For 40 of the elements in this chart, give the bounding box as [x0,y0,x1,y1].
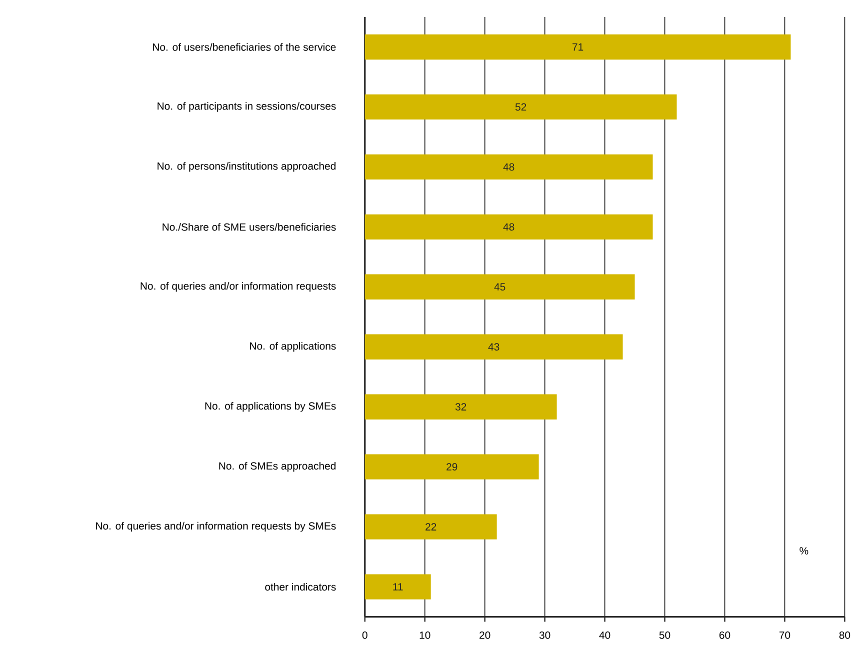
bar [364,514,497,540]
y-tick-label: other indicators [265,583,336,591]
x-tick-label: 0 [362,632,368,639]
data-label: 71 [572,44,584,51]
x-tick-label: 30 [539,632,550,639]
bar [364,454,539,480]
x-tick-label: 80 [839,632,850,639]
x-tick-label: 10 [420,632,430,639]
y-tick-label: No. of persons/institutions approached [158,162,336,172]
data-label: 32 [455,403,466,411]
data-label: 22 [426,523,436,531]
bar [364,334,623,360]
data-label: 52 [515,103,526,111]
x-tick-label: 40 [599,632,610,639]
bar [364,154,653,180]
data-label: 48 [503,163,514,171]
y-tick-label: No. of SMEs approached [219,462,336,472]
y-tick-label: No. of applications by SMEs [205,402,336,412]
bar [364,574,431,600]
bar [364,94,677,120]
bar [364,274,635,300]
x-tick-label: 50 [659,632,670,639]
y-tick-label: No. of users/beneficiaries of the service [153,43,336,51]
y-tick-label: No. of queries and/or information requests by SMEs [96,522,336,532]
data-label: 43 [488,343,500,351]
x-axis-title: % [800,547,808,555]
bar [364,34,791,60]
data-label: 11 [393,583,403,591]
y-tick-label: No. of queries and/or information requests [140,282,336,292]
y-tick-label: No. of applications [250,342,336,352]
x-tick-label: 20 [480,632,490,639]
data-label: 45 [494,283,506,291]
y-tick-label: No. of participants in sessions/courses [158,102,336,112]
bar [364,214,653,240]
data-label: 29 [446,463,458,471]
data-label: 48 [503,223,514,231]
y-tick-label: No./Share of SME users/beneficiaries [162,223,336,231]
bar [364,394,557,420]
x-tick-label: 60 [719,632,730,639]
x-tick-label: 70 [779,632,790,639]
